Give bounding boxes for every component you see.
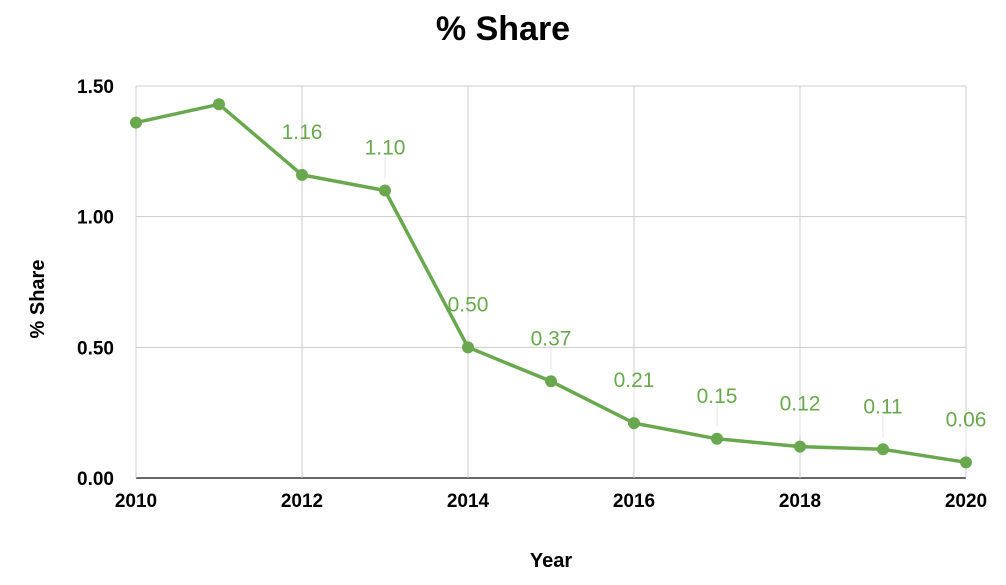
series-line [134, 102, 968, 465]
x-tick-label: 2016 [613, 491, 655, 512]
data-label: 0.11 [863, 395, 902, 418]
y-tick-label: 1.50 [77, 77, 114, 98]
y-tick-label: 1.00 [77, 208, 114, 229]
data-label: 0.21 [614, 369, 655, 392]
y-axis-label: % Share [27, 260, 49, 339]
x-tick-label: 2012 [281, 491, 323, 512]
data-point [545, 375, 557, 388]
data-label: 0.06 [946, 408, 987, 431]
x-tick-label: 2018 [779, 491, 821, 512]
data-label: 0.12 [780, 393, 821, 416]
data-point [794, 440, 806, 453]
y-axis-ticks: 0.00 0.50 1.00 1.50 [77, 77, 114, 490]
data-point [711, 432, 723, 445]
data-label: 0.50 [448, 293, 489, 316]
y-tick-label: 0.00 [77, 469, 114, 490]
data-point [877, 443, 889, 456]
data-labels: 1.16 1.10 0.50 0.37 0.21 0.15 0.12 0.11 0.06 [282, 121, 987, 451]
x-tick-label: 2010 [115, 491, 157, 512]
data-point [960, 456, 972, 469]
data-point [213, 98, 225, 111]
x-axis-label: Year [530, 550, 572, 572]
data-point [296, 168, 308, 181]
data-point [379, 184, 391, 197]
data-point [628, 417, 640, 430]
y-tick-label: 0.50 [77, 338, 114, 359]
grid [135, 85, 967, 479]
x-tick-label: 2014 [447, 491, 490, 512]
x-axis-ticks: 2010 2012 2014 2016 2018 2020 [115, 491, 987, 512]
data-label: 0.15 [697, 385, 738, 408]
x-tick-label: 2020 [945, 491, 987, 512]
data-point [130, 116, 142, 129]
data-point [462, 341, 474, 354]
data-label: 0.37 [531, 327, 572, 350]
series-layer [130, 98, 972, 469]
data-label: 1.16 [282, 121, 323, 144]
data-label: 1.10 [365, 137, 406, 160]
chart-title: % Share [435, 10, 571, 48]
